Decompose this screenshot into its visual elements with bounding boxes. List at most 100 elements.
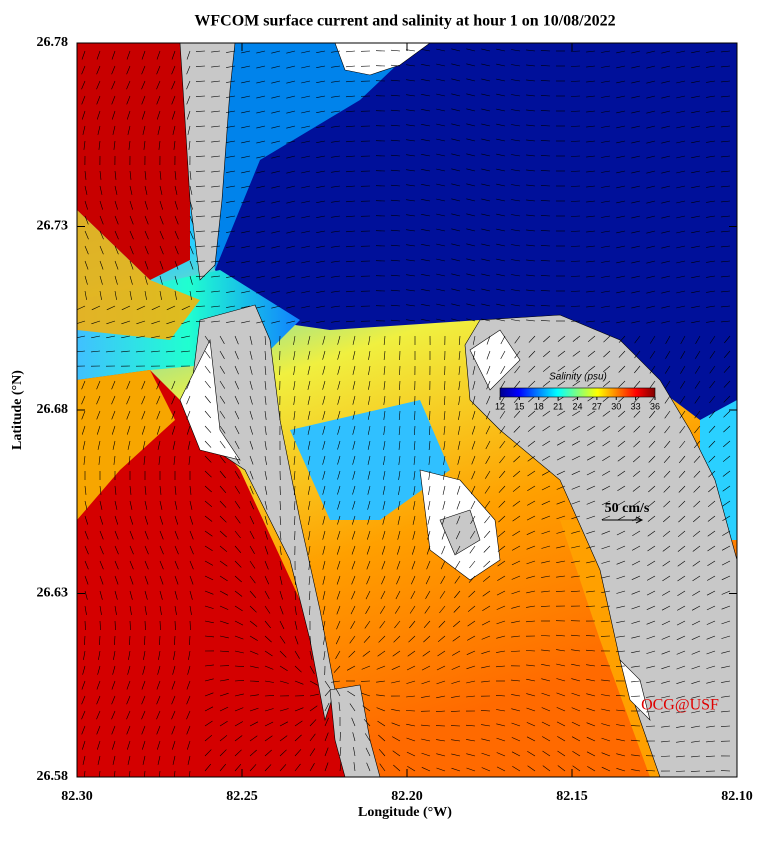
current-vector — [421, 169, 431, 172]
current-vector — [633, 380, 641, 388]
current-vector — [466, 123, 476, 127]
current-vector — [84, 635, 86, 646]
current-vector — [249, 380, 253, 390]
current-vector — [271, 230, 281, 234]
current-vector — [633, 410, 641, 418]
current-vector — [496, 213, 506, 217]
current-vector — [335, 687, 341, 697]
current-vector — [601, 694, 611, 697]
current-vector — [511, 694, 521, 697]
current-vector — [301, 230, 311, 234]
current-vector — [421, 94, 431, 97]
current-vector — [571, 736, 581, 742]
current-vector — [234, 650, 244, 654]
current-vector — [694, 395, 701, 404]
current-vector — [407, 650, 416, 657]
current-vector — [331, 95, 341, 98]
current-vector — [390, 79, 401, 82]
current-vector — [323, 635, 326, 645]
current-vector — [420, 724, 431, 727]
current-vector — [496, 123, 506, 127]
current-vector — [264, 545, 269, 555]
current-vector — [316, 155, 326, 158]
current-vector — [428, 470, 431, 480]
current-vector — [556, 721, 566, 727]
current-vector — [706, 230, 716, 233]
current-vector — [721, 650, 731, 654]
current-vector — [511, 635, 521, 638]
current-vector — [527, 440, 536, 447]
current-vector — [264, 395, 267, 405]
current-vector — [350, 605, 356, 615]
current-vector — [188, 140, 191, 150]
current-vector — [616, 110, 626, 114]
current-vector — [84, 485, 87, 495]
current-vector — [279, 530, 282, 540]
current-vector — [406, 680, 416, 684]
current-vector — [496, 138, 506, 142]
current-vector — [99, 620, 101, 631]
current-vector — [436, 288, 446, 292]
current-vector — [226, 260, 236, 263]
current-vector — [471, 455, 476, 465]
current-vector — [720, 50, 731, 53]
current-vector — [331, 110, 341, 113]
current-vector — [570, 140, 581, 142]
current-vector — [159, 245, 164, 255]
current-vector — [481, 650, 491, 654]
current-vector — [631, 620, 641, 624]
current-vector — [126, 110, 131, 120]
current-vector — [421, 665, 431, 671]
current-vector — [601, 140, 611, 143]
current-vector — [113, 140, 116, 150]
current-vector — [676, 80, 686, 84]
current-vector — [422, 650, 431, 657]
current-vector — [189, 575, 194, 585]
current-vector — [466, 303, 476, 307]
current-vector — [166, 335, 176, 339]
current-vector — [406, 259, 416, 262]
current-vector — [316, 260, 326, 263]
current-vector — [586, 65, 596, 68]
current-vector — [631, 260, 641, 264]
current-vector — [390, 229, 401, 232]
current-vector — [511, 605, 521, 609]
current-vector — [143, 140, 146, 150]
current-vector — [211, 125, 221, 128]
current-vector — [114, 545, 119, 555]
current-vector — [301, 275, 311, 279]
current-vector — [159, 545, 164, 555]
current-vector — [264, 635, 272, 643]
current-vector — [365, 747, 371, 757]
current-vector — [307, 470, 311, 480]
current-vector — [680, 365, 686, 374]
current-vector — [301, 185, 311, 189]
current-vector — [706, 305, 716, 308]
current-vector — [720, 245, 731, 248]
current-vector — [114, 260, 119, 270]
current-vector — [279, 735, 288, 742]
current-vector — [234, 455, 240, 464]
current-vector — [451, 48, 461, 52]
current-vector — [649, 410, 656, 419]
current-vector — [368, 335, 371, 345]
current-vector — [390, 109, 401, 112]
current-vector — [664, 380, 671, 389]
current-vector — [631, 320, 641, 324]
current-vector — [511, 244, 521, 247]
current-vector — [141, 80, 146, 90]
current-vector — [301, 80, 311, 84]
current-vector — [661, 170, 671, 174]
current-vector — [707, 545, 716, 552]
current-vector — [458, 395, 461, 405]
current-vector — [264, 650, 273, 657]
current-vector — [226, 155, 236, 158]
current-vector — [249, 440, 254, 450]
current-vector — [271, 65, 281, 69]
current-vector — [383, 395, 386, 405]
current-vector — [113, 455, 116, 465]
current-vector — [381, 575, 386, 585]
current-vector — [352, 395, 356, 405]
current-vector — [114, 200, 118, 210]
current-vector — [724, 335, 731, 344]
